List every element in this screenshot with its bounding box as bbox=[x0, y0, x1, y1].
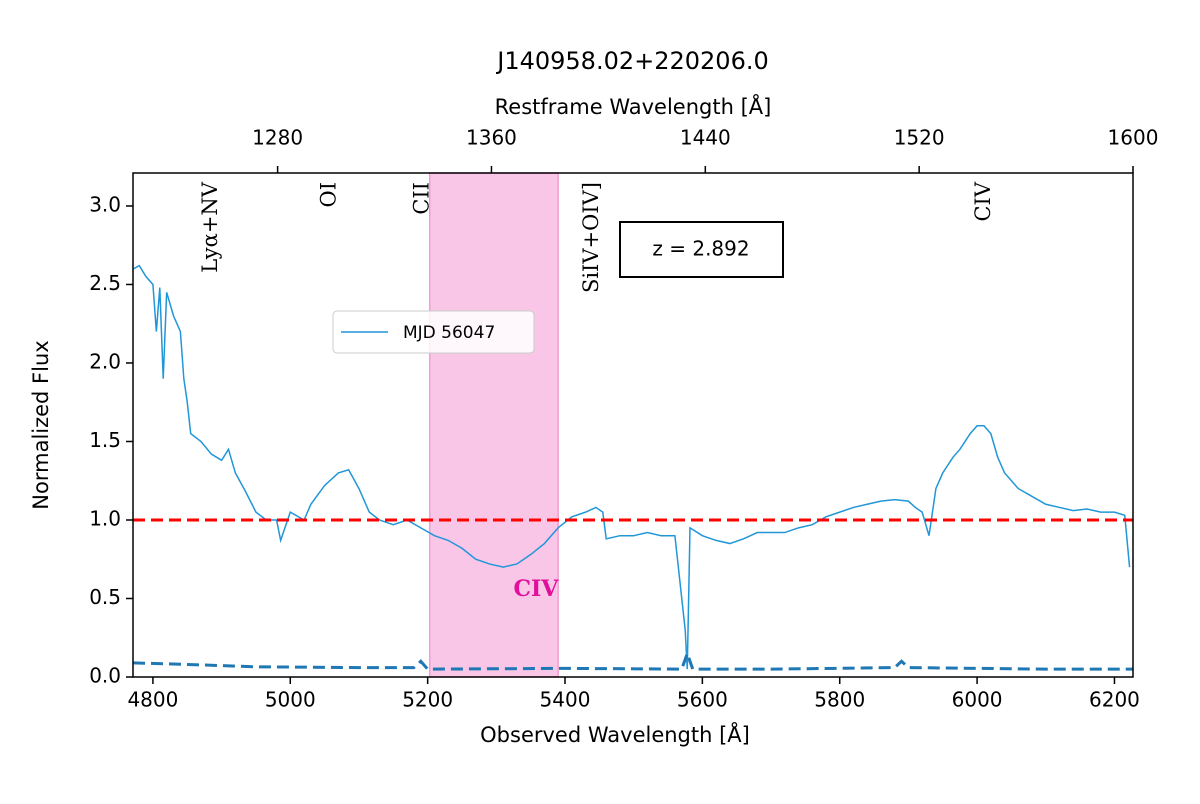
x2-tick-label: 1440 bbox=[680, 126, 731, 150]
annotation: z = 2.892 bbox=[652, 237, 749, 261]
x-tick-label: 5600 bbox=[677, 688, 728, 712]
y-tick-label: 3.0 bbox=[89, 192, 121, 216]
x-tick-label: 4800 bbox=[127, 688, 178, 712]
y-tick-label: 0.5 bbox=[89, 585, 121, 609]
y-tick-label: 1.0 bbox=[89, 506, 121, 530]
x-tick-label: 5000 bbox=[265, 688, 316, 712]
x2-tick-label: 1280 bbox=[252, 126, 303, 150]
legend-box bbox=[332, 310, 535, 354]
x-tick-label: 6200 bbox=[1089, 688, 1140, 712]
chart-title: J140958.02+220206.0 bbox=[495, 47, 769, 75]
series-line bbox=[133, 264, 1131, 670]
y-axis-label: Normalized Flux bbox=[29, 340, 53, 509]
x-axis-label: Observed Wavelength [Å] bbox=[480, 721, 750, 747]
x-tick-label: 5400 bbox=[540, 688, 591, 712]
plot-area bbox=[133, 264, 1133, 671]
span-label: CIV bbox=[513, 576, 559, 602]
annotation-box bbox=[619, 221, 784, 278]
line-label: Lyα+NV bbox=[198, 181, 222, 273]
line-label: OI bbox=[317, 182, 341, 208]
line-label: CII bbox=[409, 182, 433, 215]
x-tick-label: 6000 bbox=[952, 688, 1003, 712]
x-tick-label: 5800 bbox=[814, 688, 865, 712]
legend-label: MJD 56047 bbox=[403, 323, 495, 343]
y-tick-label: 2.5 bbox=[89, 271, 121, 295]
x2-tick-label: 1600 bbox=[1108, 126, 1159, 150]
x2-tick-label: 1520 bbox=[894, 126, 945, 150]
plot-frame bbox=[132, 172, 1134, 678]
x2-tick-label: 1360 bbox=[466, 126, 517, 150]
span bbox=[428, 172, 559, 678]
series-line bbox=[133, 648, 1133, 671]
line-label: CIV bbox=[971, 181, 995, 221]
y-tick-label: 2.0 bbox=[89, 349, 121, 373]
y-tick-label: 0.0 bbox=[89, 664, 121, 688]
y-tick-label: 1.5 bbox=[89, 428, 121, 452]
x2-axis-label: Restframe Wavelength [Å] bbox=[495, 93, 772, 119]
x-tick-label: 5200 bbox=[402, 688, 453, 712]
line-label: SiIV+OIV] bbox=[579, 182, 603, 293]
